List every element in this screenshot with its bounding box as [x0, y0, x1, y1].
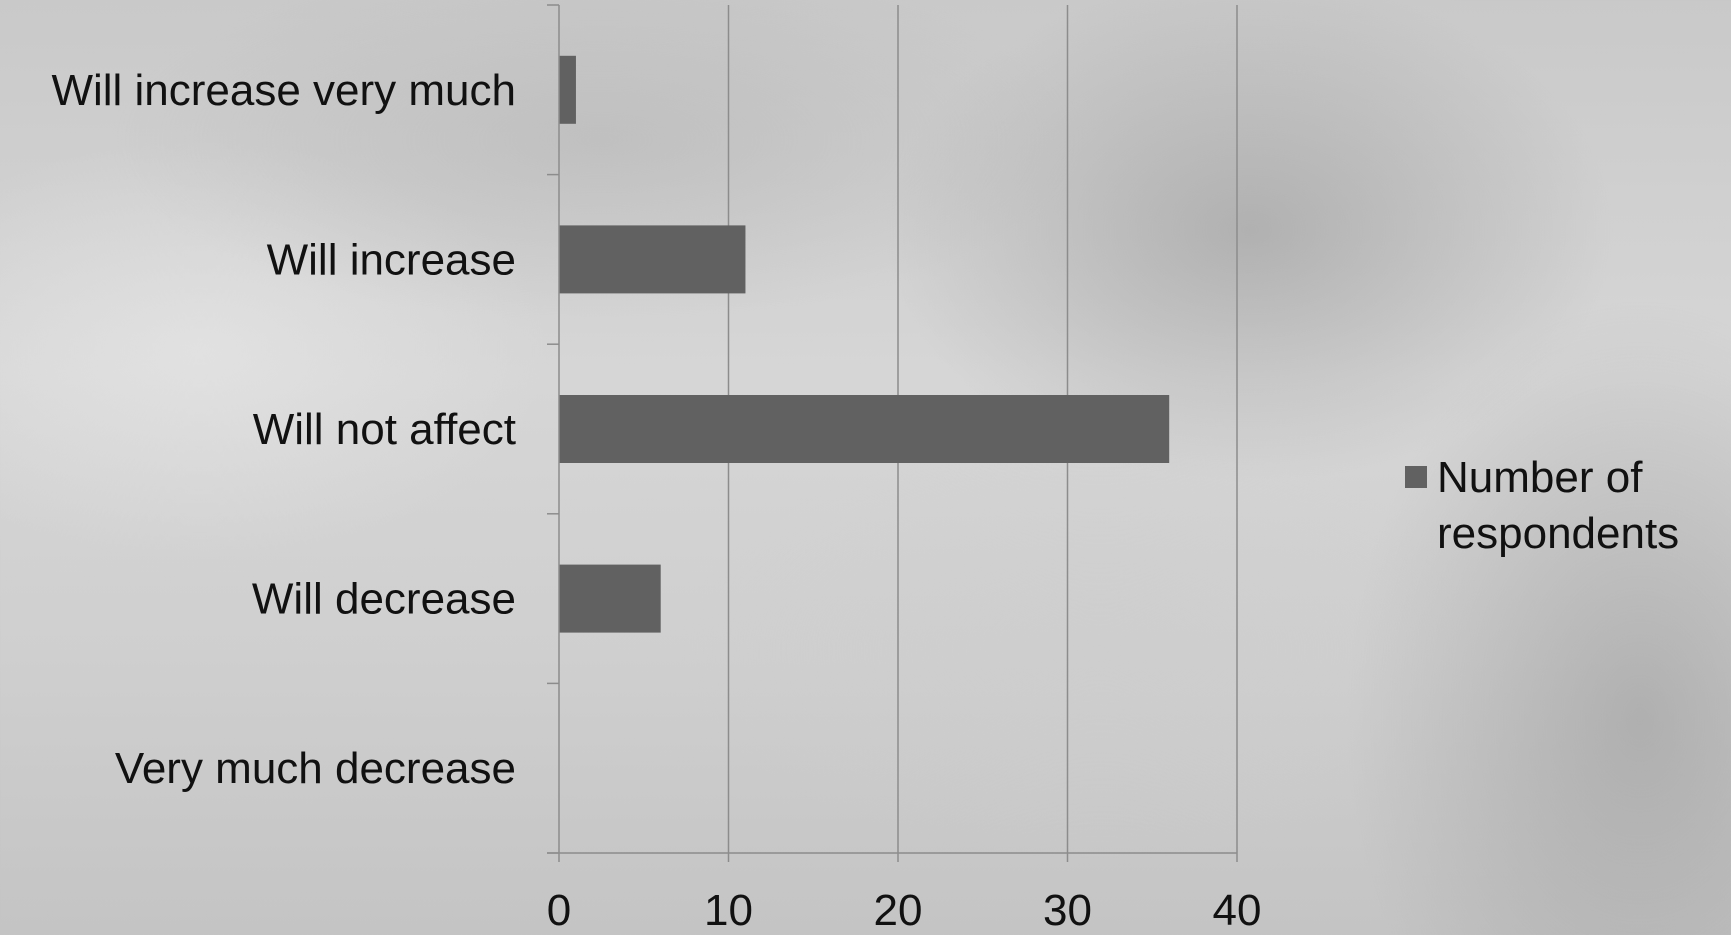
x-tick-label-30: 30	[1043, 886, 1092, 935]
x-tick-label-10: 10	[704, 886, 753, 935]
bar-will-decrease	[559, 564, 661, 633]
bar-will-increase-very-much	[559, 55, 576, 124]
x-tick-label-40: 40	[1213, 886, 1262, 935]
tick-labels: 0 10 20 30 40 Will increase very much Will inc…	[51, 66, 1261, 935]
y-tick-label: Will not affect	[253, 405, 516, 454]
x-tick-label-0: 0	[547, 886, 571, 935]
legend-label: Number of respondents	[1437, 453, 1680, 558]
bar-will-not-affect	[559, 395, 1170, 463]
y-tick-label: Will increase very much	[51, 66, 516, 115]
bars	[559, 55, 1170, 633]
y-tick-label: Will decrease	[252, 575, 516, 624]
bar-will-increase	[559, 225, 746, 294]
legend-swatch	[1405, 466, 1427, 488]
x-tick-label-20: 20	[874, 886, 923, 935]
y-tick-label: Will increase	[267, 235, 516, 284]
y-tick-label: Very much decrease	[115, 744, 516, 793]
axes	[547, 4, 1238, 862]
legend: Number of respondents	[1405, 450, 1731, 562]
